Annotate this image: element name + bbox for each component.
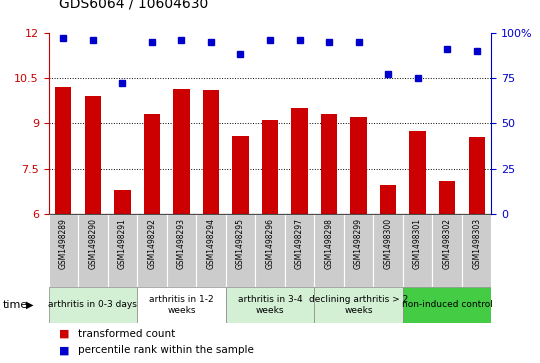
Text: GSM1498294: GSM1498294 xyxy=(206,218,215,269)
Bar xyxy=(196,214,226,287)
Text: ■: ■ xyxy=(59,345,70,355)
Bar xyxy=(49,287,137,323)
Bar xyxy=(55,87,71,214)
Bar xyxy=(144,114,160,214)
Bar xyxy=(203,90,219,214)
Bar xyxy=(49,214,78,287)
Text: ■: ■ xyxy=(59,329,70,339)
Bar xyxy=(403,214,433,287)
Bar xyxy=(439,181,455,214)
Text: GDS6064 / 10604630: GDS6064 / 10604630 xyxy=(59,0,208,11)
Bar xyxy=(173,89,190,214)
Bar xyxy=(114,190,131,214)
Bar xyxy=(137,287,226,323)
Bar xyxy=(314,214,344,287)
Text: arthritis in 1-2
weeks: arthritis in 1-2 weeks xyxy=(149,295,214,315)
Text: GSM1498296: GSM1498296 xyxy=(266,218,274,269)
Text: GSM1498303: GSM1498303 xyxy=(472,218,481,269)
Bar xyxy=(85,96,101,214)
Text: GSM1498301: GSM1498301 xyxy=(413,218,422,269)
Bar xyxy=(433,214,462,287)
Bar xyxy=(350,117,367,214)
Bar xyxy=(380,185,396,214)
Bar xyxy=(373,214,403,287)
Bar xyxy=(292,108,308,214)
Bar xyxy=(344,214,373,287)
Text: GSM1498299: GSM1498299 xyxy=(354,218,363,269)
Text: percentile rank within the sample: percentile rank within the sample xyxy=(78,345,254,355)
Text: GSM1498291: GSM1498291 xyxy=(118,218,127,269)
Bar xyxy=(321,114,337,214)
Text: GSM1498297: GSM1498297 xyxy=(295,218,304,269)
Bar xyxy=(78,214,107,287)
Bar xyxy=(137,214,167,287)
Text: GSM1498289: GSM1498289 xyxy=(59,218,68,269)
Text: GSM1498295: GSM1498295 xyxy=(236,218,245,269)
Bar xyxy=(285,214,314,287)
Text: GSM1498293: GSM1498293 xyxy=(177,218,186,269)
Text: transformed count: transformed count xyxy=(78,329,176,339)
Bar xyxy=(409,131,426,214)
Bar xyxy=(462,214,491,287)
Text: GSM1498302: GSM1498302 xyxy=(443,218,451,269)
Text: GSM1498298: GSM1498298 xyxy=(325,218,334,269)
Bar xyxy=(167,214,196,287)
Text: arthritis in 0-3 days: arthritis in 0-3 days xyxy=(49,301,137,309)
Bar xyxy=(107,214,137,287)
Text: non-induced control: non-induced control xyxy=(402,301,492,309)
Text: ▶: ▶ xyxy=(26,300,33,310)
Text: GSM1498300: GSM1498300 xyxy=(383,218,393,269)
Bar xyxy=(314,287,403,323)
Text: arthritis in 3-4
weeks: arthritis in 3-4 weeks xyxy=(238,295,302,315)
Text: declining arthritis > 2
weeks: declining arthritis > 2 weeks xyxy=(309,295,408,315)
Bar xyxy=(403,287,491,323)
Text: GSM1498290: GSM1498290 xyxy=(89,218,97,269)
Bar xyxy=(232,135,248,214)
Bar xyxy=(226,214,255,287)
Bar xyxy=(255,214,285,287)
Bar xyxy=(262,121,278,214)
Bar xyxy=(226,287,314,323)
Text: time: time xyxy=(3,300,28,310)
Bar xyxy=(469,137,485,214)
Text: GSM1498292: GSM1498292 xyxy=(147,218,157,269)
